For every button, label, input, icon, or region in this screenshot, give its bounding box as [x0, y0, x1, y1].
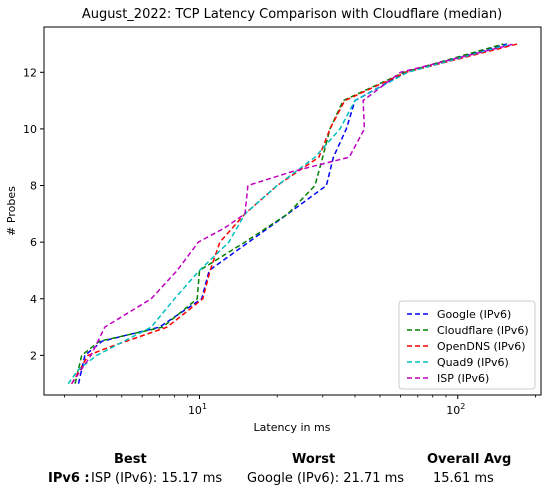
summary-avg-value: 15.61 ms	[433, 471, 494, 486]
legend-label: Google (IPv6)	[437, 308, 511, 321]
y-tick-label: 2	[30, 349, 37, 362]
x-tick-label: 101	[188, 402, 207, 417]
summary-header-worst: Worst	[292, 452, 336, 467]
series-line-1	[74, 43, 504, 384]
y-tick-label: 12	[23, 66, 37, 79]
chart-title: August_2022: TCP Latency Comparison with…	[82, 7, 502, 22]
y-tick-label: 4	[30, 293, 37, 306]
summary-header-avg: Overall Avg	[427, 452, 512, 467]
plot-frame	[43, 26, 542, 396]
summary-row-label: IPv6 :	[48, 471, 90, 486]
legend-box	[398, 300, 536, 390]
summary-best-value: ISP (IPv6): 15.17 ms	[91, 471, 223, 486]
y-tick-label: 6	[30, 236, 37, 249]
legend-label: OpenDNS (IPv6)	[437, 340, 526, 353]
y-tick-label: 10	[23, 123, 37, 136]
x-axis-label: Latency in ms	[254, 421, 331, 434]
y-axis-label: # Probes	[5, 186, 18, 236]
series-line-3	[67, 43, 511, 385]
legend-label: Quad9 (IPv6)	[437, 356, 509, 369]
series-line-0	[77, 43, 508, 384]
summary-header-best: Best	[114, 452, 147, 467]
summary-worst-value: Google (IPv6): 21.71 ms	[247, 471, 405, 486]
y-tick-label: 8	[30, 180, 37, 193]
series-line-4	[71, 43, 515, 385]
latency-chart: August_2022: TCP Latency Comparison with…	[5, 7, 542, 434]
legend-label: Cloudflare (IPv6)	[437, 324, 529, 337]
chart-legend: Google (IPv6) Cloudflare (IPv6) OpenDNS (I…	[398, 300, 536, 390]
x-tick-label: 102	[446, 402, 465, 417]
legend-label: ISP (IPv6)	[437, 372, 489, 385]
